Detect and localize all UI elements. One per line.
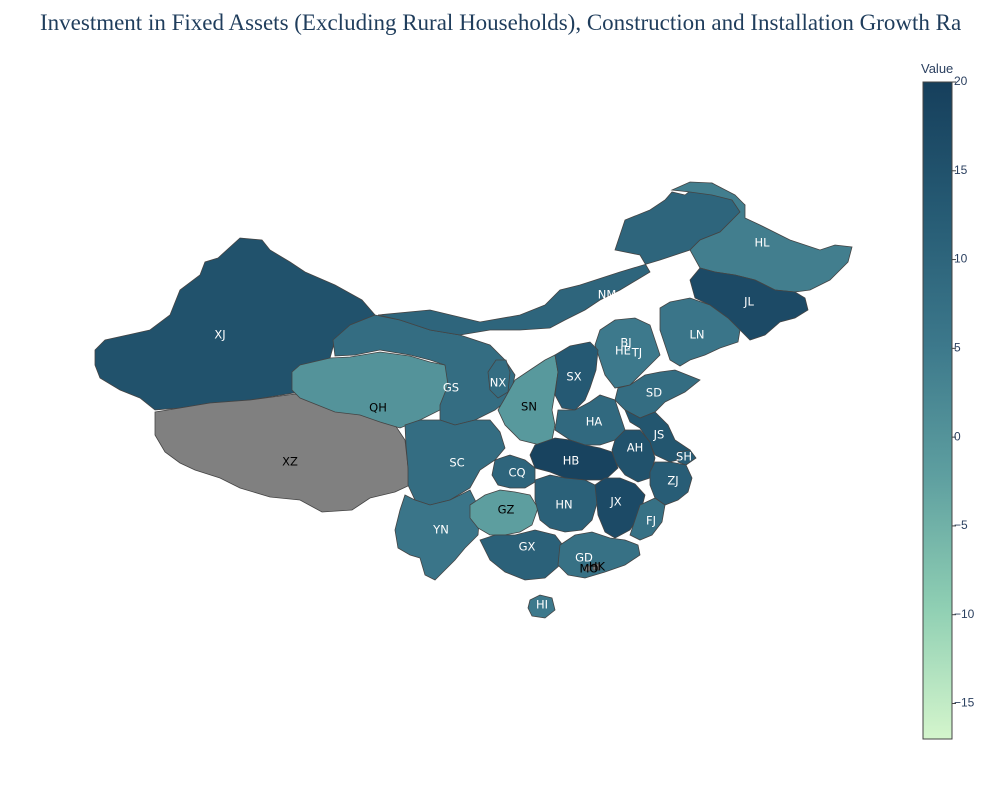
- colorbar-tick-label: 0: [954, 429, 961, 443]
- province-sn[interactable]: [497, 354, 559, 446]
- province-label-yn: YN: [432, 523, 449, 537]
- province-label-zj: ZJ: [667, 474, 678, 488]
- province-hn[interactable]: [534, 474, 599, 533]
- province-zj[interactable]: [649, 461, 693, 506]
- province-label-sh: SH: [676, 450, 692, 464]
- province-label-jx: JX: [609, 495, 621, 509]
- province-label-gx: GX: [519, 540, 536, 554]
- province-fj[interactable]: [629, 497, 666, 541]
- province-label-ln: LN: [689, 328, 704, 342]
- province-label-js: JS: [653, 428, 665, 442]
- province-sh[interactable]: [677, 449, 697, 466]
- province-mo[interactable]: [584, 565, 591, 572]
- province-label-ha: HA: [586, 415, 603, 429]
- colorbar-title: Value: [921, 61, 953, 76]
- province-hl[interactable]: [670, 181, 853, 293]
- province-layer: [94, 181, 853, 619]
- province-yn[interactable]: [394, 489, 481, 581]
- colorbar-scale: [922, 81, 953, 740]
- colorbar-tick-label: −10: [954, 607, 975, 621]
- province-sc[interactable]: [404, 419, 506, 506]
- province-label-hb: HB: [563, 454, 580, 468]
- province-label-ah: AH: [627, 441, 644, 455]
- colorbar-tick-label: 5: [954, 341, 961, 355]
- province-nm[interactable]: [377, 182, 746, 336]
- province-label-gs: GS: [443, 381, 459, 395]
- colorbar-ticks: 20 15 10 5 0 −5 −10 −15: [952, 74, 975, 710]
- province-gx[interactable]: [479, 529, 566, 581]
- province-label-sc: SC: [449, 456, 464, 470]
- colorbar-tick-label: 20: [954, 74, 968, 88]
- province-label-bj: BJ: [620, 336, 631, 350]
- province-he[interactable]: [594, 317, 661, 389]
- province-label-tj: TJ: [631, 346, 642, 360]
- colorbar-tick-label: 10: [954, 252, 968, 266]
- province-label-sn: SN: [521, 400, 537, 414]
- province-label-nx: NX: [490, 376, 507, 390]
- province-label-nm: NM: [598, 288, 617, 302]
- province-label-gz: GZ: [498, 503, 515, 517]
- province-cq[interactable]: [491, 454, 536, 489]
- province-hb[interactable]: [529, 437, 619, 481]
- province-hk[interactable]: [592, 563, 601, 571]
- province-label-xj: XJ: [214, 328, 225, 342]
- province-label-fj: FJ: [646, 514, 656, 528]
- colorbar: Value 20 15 10 5 0 −5 −10 −15: [921, 61, 975, 740]
- chart-title: Investment in Fixed Assets (Excluding Ru…: [40, 10, 962, 35]
- province-sx[interactable]: [554, 341, 599, 411]
- colorbar-tick-label: 15: [954, 163, 968, 177]
- province-gd[interactable]: [557, 531, 641, 579]
- province-label-sd: SD: [646, 386, 662, 400]
- province-label-hi: HI: [536, 598, 548, 612]
- province-label-hk: HK: [589, 560, 606, 574]
- province-label-hl: HL: [754, 236, 770, 250]
- province-label-he: HE: [615, 344, 631, 358]
- province-label-gd: GD: [575, 551, 593, 565]
- province-xz[interactable]: [154, 393, 411, 513]
- colorbar-tick-label: −5: [954, 518, 968, 532]
- province-label-cq: CQ: [508, 466, 525, 480]
- province-ln[interactable]: [659, 297, 741, 367]
- province-label-mo: MO: [580, 562, 599, 576]
- colorbar-tick-label: −15: [954, 696, 975, 710]
- province-label-xz: XZ: [282, 455, 298, 469]
- province-hi[interactable]: [527, 594, 556, 619]
- province-label-hn: HN: [555, 498, 572, 512]
- province-nx[interactable]: [487, 359, 511, 399]
- province-label-sx: SX: [566, 370, 581, 384]
- province-label-jl: JL: [743, 295, 754, 309]
- province-gz[interactable]: [469, 489, 539, 536]
- province-label-qh: QH: [369, 401, 387, 415]
